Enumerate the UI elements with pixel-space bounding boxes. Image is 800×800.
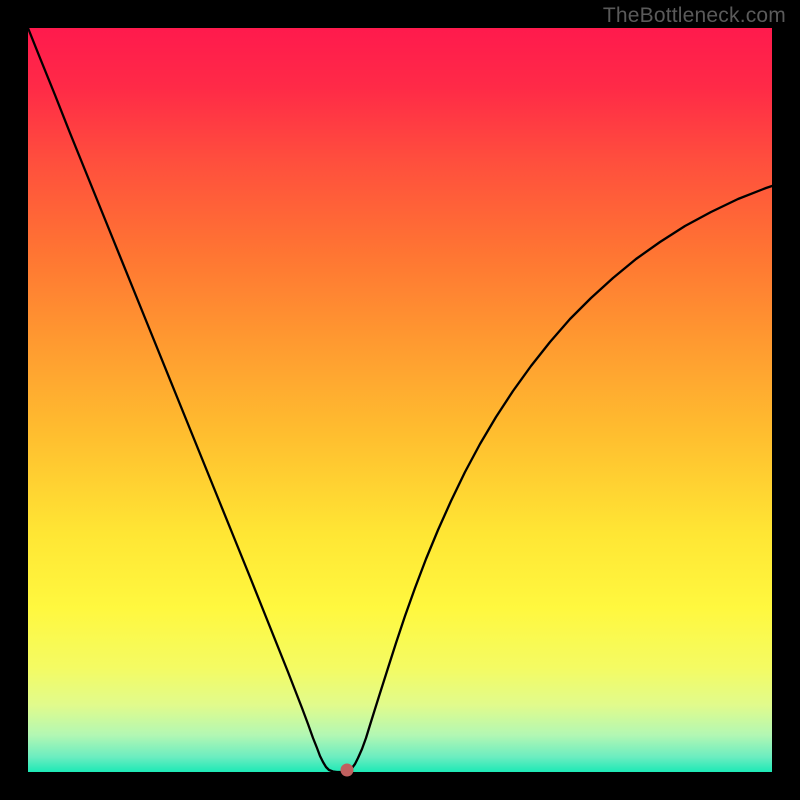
optimal-point-marker (341, 764, 354, 777)
plot-background (28, 28, 772, 772)
chart-container: TheBottleneck.com (0, 0, 800, 800)
chart-svg (0, 0, 800, 800)
watermark-text: TheBottleneck.com (603, 4, 786, 28)
